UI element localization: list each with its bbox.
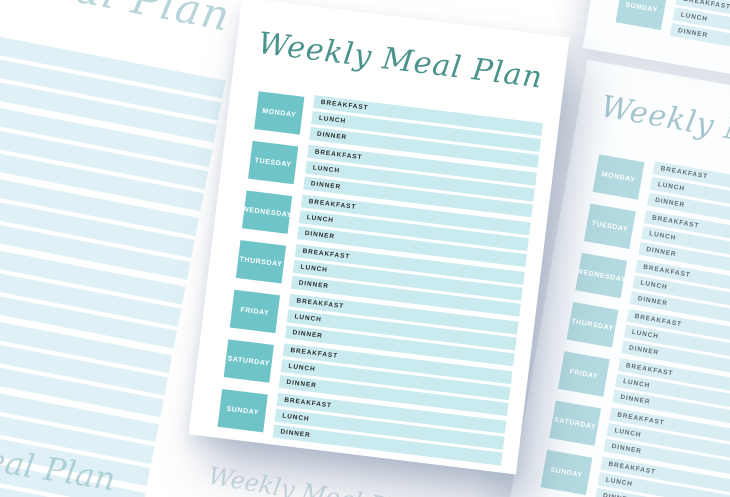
- page-title: Weekly Meal Plan: [0, 0, 264, 48]
- day-label: WEDNESDAY: [242, 190, 292, 234]
- meal-label: DINNER: [677, 26, 709, 39]
- day-label: SATURDAY: [549, 400, 602, 446]
- day-table: MONDAY BREAKFAST LUNCH DINNER TUESDAY BR…: [539, 151, 730, 497]
- day-label: THURSDAY: [235, 240, 287, 284]
- day-label: THURSDAY: [566, 302, 619, 348]
- day-label: MONDAY: [592, 154, 645, 200]
- day-label: SUNDAY: [615, 0, 668, 31]
- day-label: TUESDAY: [248, 140, 299, 185]
- day-label: FRIDAY: [229, 289, 281, 334]
- page-title: Weekly Meal Plan: [256, 25, 545, 96]
- day-label: TUESDAY: [583, 203, 636, 249]
- day-label: WEDNESDAY: [575, 252, 628, 299]
- day-label: FRIDAY: [557, 351, 610, 397]
- day-label: SUNDAY: [217, 389, 268, 433]
- background-title-bottom-center: Weekly Meal Plan: [206, 461, 425, 497]
- day-label: SUNDAY: [540, 449, 593, 496]
- day-label: MONDAY: [254, 91, 305, 135]
- meal-plan-page: Weekly Meal Plan MONDAY BREAKFAST LUNCH …: [188, 0, 570, 475]
- meal-row: DINNER: [670, 22, 730, 76]
- day-table: MONDAY BREAKFAST LUNCH DINNER TUESDAY BR…: [216, 88, 543, 470]
- meal-rows: BREAKFAST LUNCH DINNER: [670, 0, 730, 78]
- day-label: SATURDAY: [223, 339, 274, 383]
